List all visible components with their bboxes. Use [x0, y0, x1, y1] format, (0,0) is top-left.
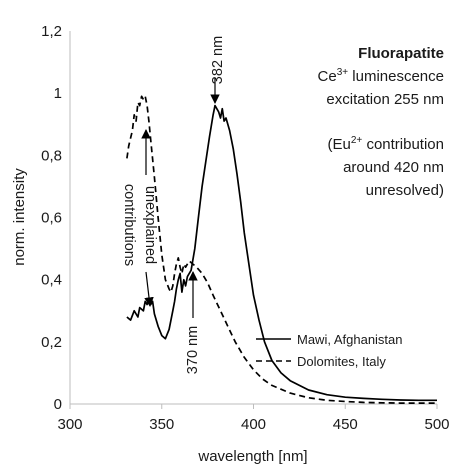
y-tick-label: 0,2 [41, 334, 62, 351]
y-axis-title: norm. intensity [11, 168, 28, 266]
y-tick-label: 0,4 [41, 272, 62, 289]
annotation-382nm: 382 nm [210, 36, 226, 84]
series-line-dolomites [126, 95, 437, 404]
subtitle-eu: (Eu [328, 136, 351, 153]
x-tick-label: 350 [149, 416, 174, 433]
annotation-unexplained: unexplained [142, 186, 158, 264]
x-tick-label: 450 [333, 416, 358, 433]
legend: Mawi, Afghanistan Dolomites, Italy [256, 332, 403, 369]
subtitle-line-3: (Eu2+ contribution [328, 135, 444, 153]
annotation-370nm: 370 nm [185, 326, 201, 374]
y-tick-label: 0,6 [41, 210, 62, 227]
chart-title: Fluorapatite [358, 45, 444, 62]
legend-label-dolomites: Dolomites, Italy [297, 354, 386, 369]
x-axis-title: wavelength [nm] [197, 448, 307, 465]
legend-label-mawi: Mawi, Afghanistan [297, 332, 403, 347]
subtitle-contribution: contribution [366, 136, 444, 153]
x-tick-label: 300 [57, 416, 82, 433]
subtitle-eu-sup: 2+ [351, 135, 363, 146]
annotation-contributions: contributions [121, 184, 137, 266]
subtitle-line-1: Ce3+ luminescence [318, 67, 444, 85]
y-tick-label: 1,2 [41, 23, 62, 40]
subtitle-ion-sup: 3+ [337, 67, 349, 78]
x-tick-label: 500 [424, 416, 449, 433]
x-tick-label: 400 [241, 416, 266, 433]
subtitle-line-4: around 420 nm [343, 159, 444, 176]
subtitle-ion-base: Ce [318, 68, 337, 85]
y-tick-label: 0,8 [41, 147, 62, 164]
subtitle-line-2: excitation 255 nm [326, 91, 444, 108]
subtitle-luminescence: luminescence [352, 68, 444, 85]
subtitle-line-5: unresolved) [366, 182, 444, 199]
arrow-unexplained-down [144, 271, 154, 307]
y-tick-label: 1 [54, 85, 62, 102]
y-tick-label: 0 [54, 396, 62, 413]
